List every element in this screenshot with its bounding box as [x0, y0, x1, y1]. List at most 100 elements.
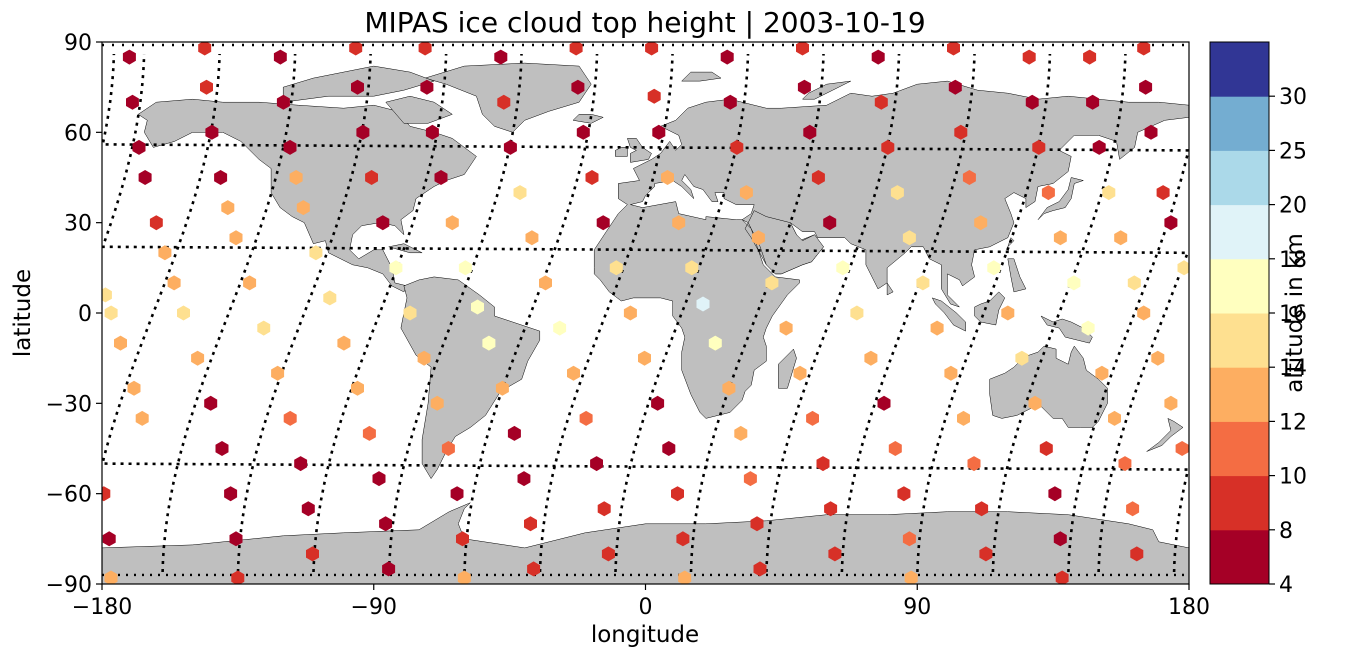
cloud-marker	[662, 441, 676, 456]
cloud-marker	[944, 365, 958, 381]
x-tick-label: −90	[351, 595, 397, 620]
cloud-marker	[601, 546, 615, 562]
cloud-marker	[365, 170, 378, 185]
cloud-marker	[215, 441, 229, 456]
cloud-marker	[200, 79, 213, 95]
colorbar-tick-label: 18	[1279, 248, 1307, 273]
cloud-marker	[1083, 49, 1097, 65]
colorbar-segment	[1210, 150, 1269, 206]
cloud-marker	[456, 531, 469, 547]
orbit-track	[102, 53, 1189, 573]
cloud-marker	[1114, 230, 1128, 246]
land-iceland	[572, 114, 604, 124]
map-area	[102, 42, 1189, 584]
colorbar-segment	[1210, 421, 1269, 477]
cloud-marker	[948, 79, 962, 95]
cloud-marker	[596, 215, 610, 231]
cloud-marker	[231, 570, 245, 584]
cloud-marker	[294, 456, 308, 472]
cloud-marker	[309, 245, 323, 261]
cloud-marker	[243, 275, 257, 291]
x-tick-label: 90	[903, 595, 931, 620]
cloud-marker	[1001, 305, 1015, 321]
cloud-marker	[273, 49, 287, 65]
cloud-marker	[874, 94, 888, 110]
orbit-track	[102, 53, 1189, 573]
cloud-marker	[571, 79, 585, 95]
orbit-track	[102, 53, 1189, 573]
colorbar-tick-label: 14	[1279, 356, 1307, 381]
cloud-marker	[962, 170, 976, 185]
cloud-marker	[1053, 531, 1067, 547]
cloud-marker	[902, 230, 916, 246]
orbit-track	[538, 53, 674, 573]
cloud-marker	[803, 124, 817, 140]
land-masses	[102, 62, 1189, 584]
cloud-marker	[890, 185, 904, 201]
cloud-marker	[916, 275, 930, 291]
colorbar: 4 8 10 12 14 16 18 20 25 30	[1209, 41, 1307, 598]
orbit-track	[991, 53, 1127, 573]
land-philippines	[1007, 258, 1027, 293]
cloud-marker	[590, 456, 603, 472]
cloud-marker	[678, 570, 692, 584]
cloud-marker	[671, 486, 684, 502]
x-tick-label: 0	[639, 595, 653, 620]
cloud-marker	[434, 170, 448, 185]
cloud-marker	[1126, 501, 1140, 517]
cloud-marker	[1177, 260, 1189, 276]
cloud-marker	[191, 350, 205, 366]
cloud-marker	[645, 42, 659, 56]
cloud-marker	[1067, 275, 1081, 291]
cloud-marker	[114, 335, 127, 351]
cloud-marker	[372, 471, 386, 487]
cloud-marker	[661, 170, 674, 185]
cloud-marker	[379, 516, 393, 532]
colorbar-segment	[1210, 204, 1269, 260]
cloud-marker	[974, 215, 988, 231]
cloud-marker	[902, 531, 916, 547]
cloud-marker	[1102, 185, 1116, 201]
cloud-marker	[816, 456, 830, 472]
y-tick-label: 90	[64, 31, 92, 56]
cloud-marker	[1108, 410, 1121, 426]
cloud-marker	[1164, 215, 1178, 231]
orbit-track	[236, 53, 372, 573]
cloud-marker	[765, 275, 779, 291]
cloud-marker	[797, 79, 811, 95]
cloud-marker	[204, 395, 218, 411]
cloud-marker	[811, 170, 825, 185]
cloud-marker	[102, 486, 111, 502]
cloud-marker	[708, 335, 722, 351]
cloud-marker	[877, 395, 891, 411]
cloud-marker	[221, 200, 235, 216]
cloud-marker	[685, 260, 699, 276]
cloud-marker	[306, 546, 319, 562]
cloud-marker	[362, 425, 376, 441]
cloud-marker	[167, 275, 181, 291]
cloud-marker	[104, 570, 118, 584]
y-tick-label: −60	[46, 483, 92, 508]
cloud-marker	[301, 501, 315, 517]
cloud-marker	[1032, 139, 1046, 155]
cloud-marker	[1118, 456, 1132, 472]
cloud-marker	[524, 516, 537, 532]
cloud-marker	[445, 215, 459, 231]
colorbar-tick-label: 8	[1279, 519, 1293, 544]
cloud-marker	[507, 425, 521, 441]
cloud-marker	[954, 124, 968, 140]
y-tick-label: 60	[64, 121, 92, 146]
colorbar-tick-label: 10	[1279, 465, 1307, 490]
cloud-marker	[930, 320, 944, 336]
colorbar-segment	[1210, 367, 1269, 422]
cloud-marker	[793, 365, 807, 381]
cloud-marker	[975, 501, 989, 517]
chart-title: MIPAS ice cloud top height | 2003-10-19	[364, 6, 925, 39]
cloud-marker	[418, 42, 432, 56]
cloud-marker	[430, 395, 444, 411]
cloud-marker	[122, 49, 136, 65]
cloud-marker	[652, 124, 666, 140]
land-ireland	[615, 147, 628, 157]
land-madagascar	[778, 348, 797, 389]
